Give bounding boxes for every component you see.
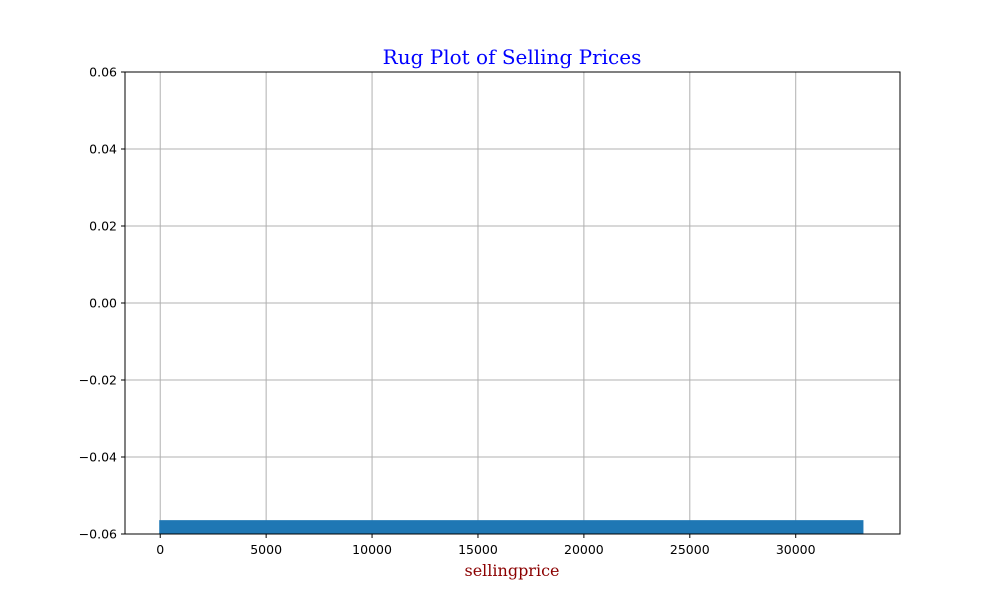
x-tick-label: 10000	[352, 542, 392, 557]
y-tick-label: −0.06	[79, 527, 117, 542]
y-axis-ticks: 0.06 0.04 0.02 0.00 −0.02 −0.04 −0.06	[79, 65, 125, 542]
x-tick-label: 30000	[776, 542, 816, 557]
x-axis-label: sellingprice	[464, 561, 559, 580]
x-axis-ticks: 0 5000 10000 15000 20000 25000 30000	[156, 534, 816, 557]
x-tick-label: 25000	[670, 542, 710, 557]
y-tick-label: −0.02	[79, 373, 117, 388]
y-tick-label: 0.06	[89, 65, 117, 80]
x-tick-label: 15000	[458, 542, 498, 557]
y-tick-label: 0.00	[89, 296, 117, 311]
y-tick-label: −0.04	[79, 450, 117, 465]
x-tick-label: 5000	[250, 542, 282, 557]
x-tick-label: 0	[156, 542, 164, 557]
y-tick-label: 0.02	[89, 219, 117, 234]
y-tick-label: 0.04	[89, 142, 117, 157]
chart-title: Rug Plot of Selling Prices	[383, 45, 642, 69]
rug-marks	[159, 520, 864, 534]
grid-lines	[125, 71, 900, 535]
x-tick-label: 20000	[564, 542, 604, 557]
rug-band	[159, 520, 864, 534]
